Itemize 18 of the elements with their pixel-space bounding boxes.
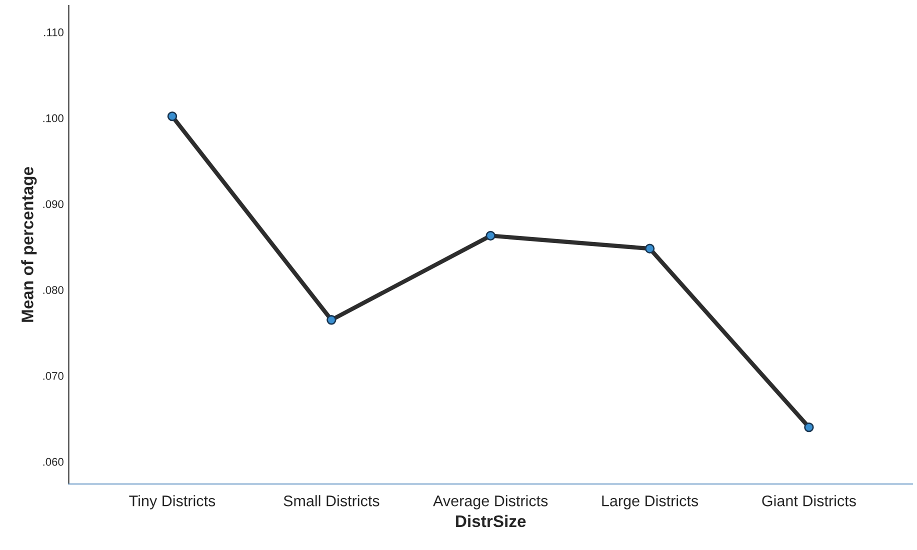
x-tick-label: Small Districts xyxy=(284,495,380,506)
y-tick-label: .090 xyxy=(43,200,64,208)
point xyxy=(326,315,336,325)
y-tick-label: .080 xyxy=(43,286,64,294)
x-tick-label: Average Districts xyxy=(433,495,548,510)
point xyxy=(644,244,655,254)
y-tick-label: .110 xyxy=(44,28,64,36)
y-axis-title: Mean of percentage xyxy=(21,167,37,322)
x-axis-title: DistrSize xyxy=(456,514,526,528)
point xyxy=(486,230,496,241)
x-tick-label: Large Districts xyxy=(602,495,698,510)
point xyxy=(167,111,178,122)
y-tick-label: .070 xyxy=(43,372,64,380)
y-tick-label: .060 xyxy=(43,458,64,466)
y-tick-label: .100 xyxy=(43,114,64,122)
x-tick-label: Tiny Districts xyxy=(129,495,216,510)
point xyxy=(804,422,814,432)
x-tick-label: Giant Districts xyxy=(762,495,856,506)
